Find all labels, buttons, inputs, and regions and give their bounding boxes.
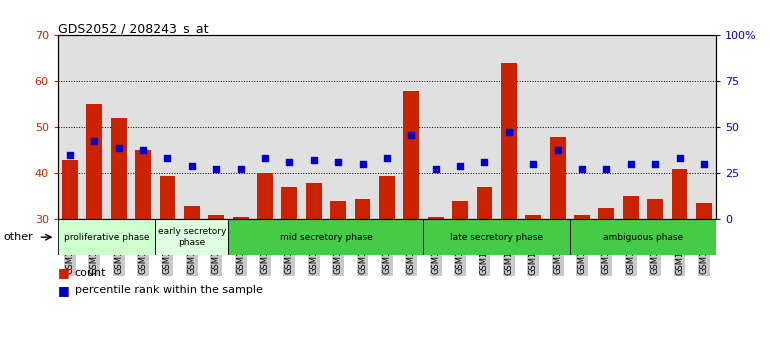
Point [576, 166, 588, 172]
Text: ambiguous phase: ambiguous phase [603, 233, 683, 242]
Bar [452, 201, 468, 219]
Point [210, 166, 223, 172]
Point [673, 155, 685, 161]
Text: late secretory phase: late secretory phase [450, 233, 543, 242]
Point [64, 152, 76, 158]
Point [112, 145, 125, 150]
Point [454, 163, 466, 169]
Text: mid secretory phase: mid secretory phase [280, 233, 373, 242]
Point [551, 148, 564, 153]
Point [649, 161, 661, 167]
Point [698, 161, 710, 167]
Point [234, 166, 246, 172]
Point [430, 166, 442, 172]
Bar [379, 176, 395, 219]
Bar [156, 219, 229, 255]
Point [161, 155, 173, 161]
Bar [229, 219, 424, 255]
Text: count: count [75, 268, 106, 278]
Text: percentile rank within the sample: percentile rank within the sample [75, 285, 263, 295]
Point [332, 160, 344, 165]
Bar [598, 208, 614, 219]
Bar [233, 217, 249, 219]
Text: other: other [4, 232, 34, 242]
Text: GDS2052 / 208243_s_at: GDS2052 / 208243_s_at [58, 22, 208, 35]
Bar [501, 63, 517, 219]
Bar [355, 199, 370, 219]
Bar [159, 176, 176, 219]
Bar [111, 118, 126, 219]
Point [601, 166, 613, 172]
Bar [330, 201, 346, 219]
Bar [62, 160, 78, 219]
Point [380, 155, 393, 161]
Bar [428, 217, 444, 219]
Bar [477, 187, 492, 219]
Point [478, 160, 490, 165]
Bar [525, 215, 541, 219]
Bar [570, 219, 716, 255]
Bar [671, 169, 688, 219]
Bar [306, 183, 322, 219]
Point [307, 157, 320, 162]
Bar [648, 199, 663, 219]
Bar [696, 203, 711, 219]
Point [283, 160, 296, 165]
Point [503, 129, 515, 135]
Bar [424, 219, 570, 255]
Point [527, 161, 539, 167]
Bar [550, 137, 565, 219]
Bar [58, 219, 156, 255]
Point [624, 161, 637, 167]
Bar [184, 206, 199, 219]
Point [88, 138, 100, 144]
Bar [209, 215, 224, 219]
Bar [136, 150, 151, 219]
Point [259, 155, 271, 161]
Point [405, 132, 417, 138]
Text: early secretory
phase: early secretory phase [158, 228, 226, 247]
Point [357, 161, 369, 167]
Text: ■: ■ [58, 284, 69, 297]
Point [137, 148, 149, 153]
Bar [403, 91, 419, 219]
Point [186, 163, 198, 169]
Bar [86, 104, 102, 219]
Bar [282, 187, 297, 219]
Text: ■: ■ [58, 266, 69, 279]
Bar [574, 215, 590, 219]
Bar [623, 196, 638, 219]
Text: proliferative phase: proliferative phase [64, 233, 149, 242]
Bar [257, 173, 273, 219]
